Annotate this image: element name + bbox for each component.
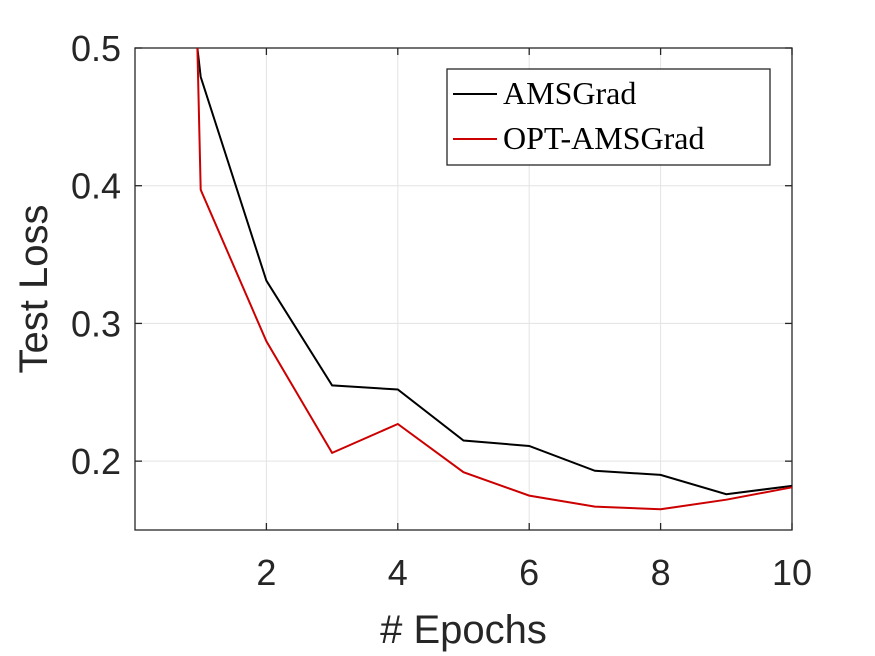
tick-labels: 2 4 6 8 10 0.2 0.3 0.4 0.5 [71,28,812,593]
plot-frame [134,47,793,531]
series-lines [196,47,793,511]
y-axis-title: Test Loss [12,205,56,374]
x-axis-title: # Epochs [380,608,547,652]
y-tick-label: 0.5 [71,28,121,69]
y-tick-label: 0.2 [71,441,121,482]
x-tick-label: 10 [772,552,812,593]
x-tick-label: 2 [256,552,276,593]
series-line-amsgrad [196,47,793,496]
y-tick-label: 0.3 [71,303,121,344]
legend-box [446,68,771,166]
series-line-opt-amsgrad [196,47,793,511]
x-tick-label: 4 [388,552,408,593]
axis-ticks [135,47,793,530]
legend-label-opt-amsgrad: OPT-AMSGrad [503,120,705,156]
legend-label-amsgrad: AMSGrad [503,75,636,111]
x-tick-label: 6 [519,552,539,593]
y-tick-label: 0.4 [71,166,121,207]
legend: AMSGrad OPT-AMSGrad [446,68,771,166]
x-tick-label: 8 [651,552,671,593]
